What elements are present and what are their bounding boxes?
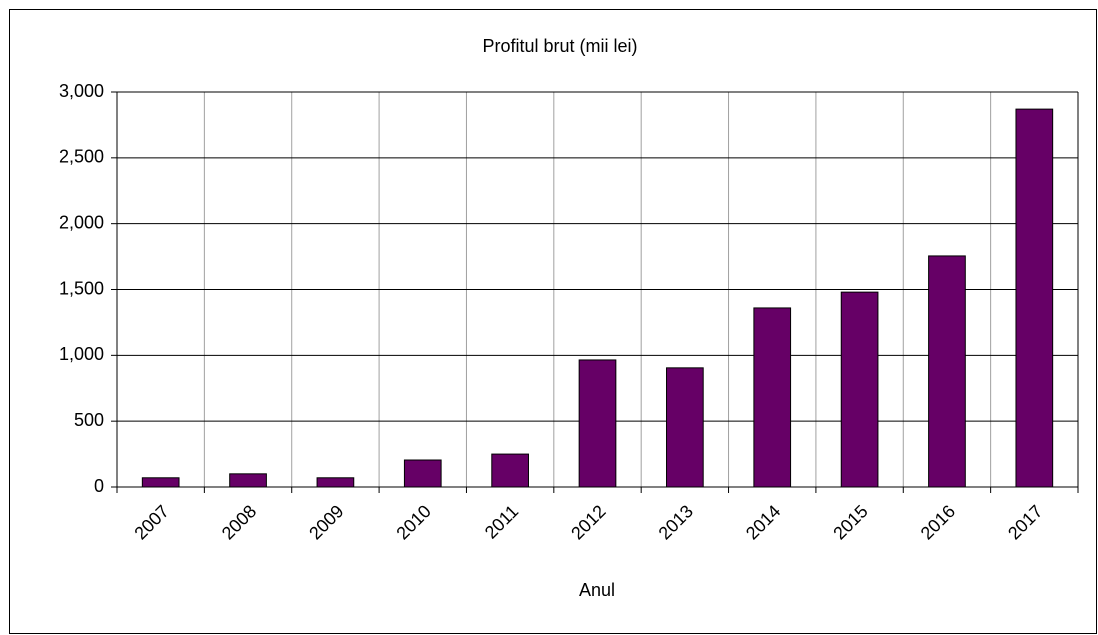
- y-tick-label: 1,000: [59, 344, 104, 364]
- chart-title: Profitul brut (mii lei): [482, 36, 637, 56]
- bar: [229, 473, 267, 488]
- bar: [666, 367, 704, 488]
- y-tick-label: 2,500: [59, 147, 104, 167]
- bar: [578, 359, 617, 488]
- y-tick-label: 3,000: [59, 81, 104, 101]
- y-tick-label: 1,500: [59, 278, 104, 298]
- bar: [840, 291, 879, 488]
- bar: [316, 477, 355, 488]
- y-tick-label: 500: [74, 410, 104, 430]
- bar: [403, 459, 442, 488]
- x-axis-title: Anul: [579, 580, 615, 600]
- bar: [753, 307, 792, 488]
- bar: [1015, 108, 1054, 488]
- y-tick-label: 2,000: [59, 212, 104, 232]
- bar: [141, 477, 180, 488]
- y-tick-label: 0: [94, 476, 104, 496]
- chart-frame: [9, 9, 1097, 634]
- bar: [928, 255, 966, 488]
- bar: [491, 453, 529, 488]
